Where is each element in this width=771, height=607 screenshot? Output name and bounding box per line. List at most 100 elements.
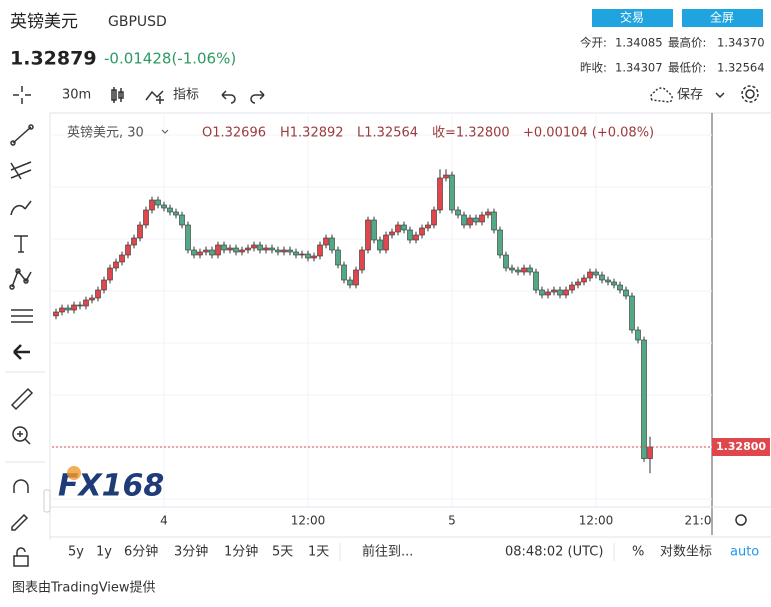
undo-icon[interactable] <box>221 90 236 104</box>
candle-body <box>545 291 551 296</box>
candle-body <box>569 284 575 291</box>
x-tick-label: 12:00 <box>579 514 614 528</box>
fullscreen-button[interactable] <box>682 9 763 27</box>
percent-toggle[interactable]: % <box>632 545 644 560</box>
tool-back[interactable] <box>13 344 30 360</box>
candle-body <box>377 239 383 251</box>
stat-value: 1.32564 <box>717 61 765 75</box>
redo-icon[interactable] <box>250 90 265 104</box>
tool-pattern[interactable] <box>9 268 32 290</box>
candle-body <box>473 217 479 223</box>
candle-body <box>617 284 623 291</box>
tool-pencil-lock[interactable] <box>11 513 29 531</box>
candle-body <box>503 254 509 269</box>
candle-body <box>179 214 185 226</box>
range[interactable]: 3分钟 <box>174 544 208 560</box>
axis-settings[interactable] <box>735 514 747 526</box>
tool-magnet[interactable] <box>13 479 29 493</box>
range[interactable]: 5y <box>68 545 84 560</box>
candle-body <box>239 249 245 253</box>
candle-body <box>425 224 431 229</box>
trade-button-label[interactable]: 交易 <box>620 10 644 25</box>
sidebar-toggle[interactable] <box>43 489 51 513</box>
candle-body <box>233 247 239 253</box>
symbol: GBPUSD <box>108 14 167 30</box>
candle-body <box>581 277 587 283</box>
candle-body <box>485 211 491 216</box>
candle-body <box>647 446 653 459</box>
cloud-icon[interactable] <box>650 87 673 103</box>
instrument-name: 英镑美元 <box>10 12 78 32</box>
log-toggle[interactable]: 对数坐标 <box>660 545 712 560</box>
tool-ruler[interactable] <box>10 387 34 411</box>
save[interactable]: 保存 <box>677 88 703 103</box>
candle-body <box>641 339 647 459</box>
range[interactable]: 1y <box>96 545 112 560</box>
tool-text[interactable] <box>14 235 28 253</box>
legend-menu[interactable] <box>161 129 169 134</box>
range[interactable]: 1天 <box>308 545 329 560</box>
tool-lock[interactable] <box>13 547 29 567</box>
interval[interactable]: 30m <box>62 88 91 103</box>
candle-body <box>527 267 533 273</box>
candle-body <box>221 244 227 251</box>
settings-icon[interactable] <box>745 89 755 99</box>
candle-body <box>437 177 443 211</box>
save-menu[interactable] <box>715 92 725 99</box>
tool-brush[interactable] <box>10 200 32 216</box>
tool-fib[interactable] <box>10 161 32 180</box>
candle-body <box>257 244 263 251</box>
candle-body <box>125 244 131 256</box>
tool-line[interactable] <box>10 124 34 146</box>
legend-name: 英镑美元, 30 <box>67 125 144 141</box>
candle-body <box>77 304 83 307</box>
fullscreen-button-label[interactable]: 全屏 <box>710 10 734 25</box>
candle-body <box>365 219 371 251</box>
candle-body <box>119 254 125 263</box>
x-tick-label: 5 <box>448 514 456 528</box>
candle-body <box>137 224 143 239</box>
tool-measure-lines[interactable] <box>11 309 33 323</box>
candle-body <box>53 311 59 317</box>
indicator-icon[interactable] <box>145 90 164 104</box>
candle-body <box>599 274 605 281</box>
indicators[interactable]: 指标 <box>173 88 199 103</box>
candle-body <box>575 281 581 286</box>
stat-label: 昨收: <box>580 61 607 75</box>
range[interactable]: 5天 <box>272 545 293 560</box>
trade-button[interactable] <box>592 9 673 27</box>
stat-value: 1.34085 <box>615 36 663 50</box>
candle-body <box>89 297 95 301</box>
stat-label: 最低价: <box>668 61 706 75</box>
candle-body <box>263 247 269 251</box>
candle-body <box>449 174 455 211</box>
candle-body <box>335 249 341 266</box>
range[interactable]: 6分钟 <box>124 544 158 560</box>
stat-label: 最高价: <box>668 36 706 50</box>
legend-close: 收=1.32800 <box>432 126 510 141</box>
candle-body <box>143 209 149 226</box>
candle-body <box>215 244 221 256</box>
crosshair-icon[interactable] <box>13 86 31 104</box>
auto-toggle[interactable]: auto <box>730 545 759 560</box>
candle-body <box>635 329 641 341</box>
clock: 08:48:02 (UTC) <box>505 545 603 560</box>
range[interactable]: 1分钟 <box>224 544 258 560</box>
last-price-label: 1.32800 <box>716 440 766 453</box>
candle-body <box>431 209 437 226</box>
candle-body <box>509 267 515 271</box>
candle-body <box>605 279 611 283</box>
change: -0.01428(-1.06%) <box>104 50 236 68</box>
candle-body <box>443 174 449 179</box>
tool-zoom[interactable] <box>12 426 31 445</box>
candle-body <box>227 247 233 251</box>
candle-body <box>419 227 425 236</box>
candle-body <box>413 234 419 241</box>
candle-body <box>359 249 365 271</box>
candle-body <box>323 237 329 246</box>
candle-type-icon[interactable] <box>111 87 124 103</box>
candle-body <box>107 267 113 281</box>
candle-body <box>269 247 275 251</box>
goto[interactable]: 前往到... <box>362 544 413 560</box>
